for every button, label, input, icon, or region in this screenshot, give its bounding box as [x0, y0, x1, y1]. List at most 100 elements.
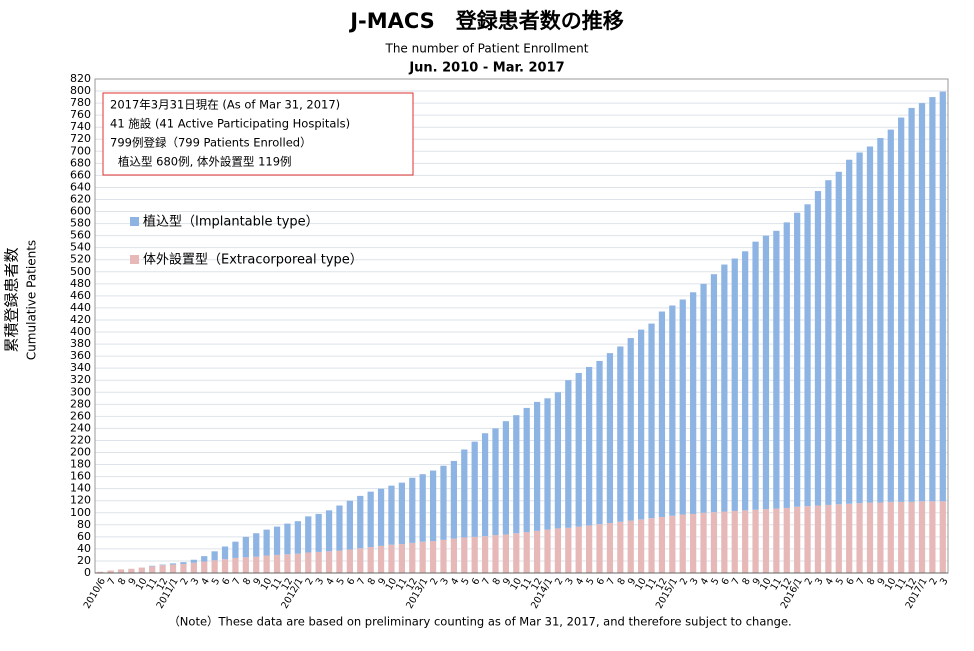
x-tick-label: 8 [616, 576, 629, 587]
bar-segment [419, 541, 426, 573]
x-tick-label: 4 [324, 576, 337, 587]
bar-segment [762, 235, 770, 510]
x-tick-label: 2010/6 [82, 576, 108, 610]
bar-segment [710, 274, 718, 513]
bar-segment [377, 545, 385, 573]
x-tick-label: 9 [626, 576, 639, 587]
bar-segment [492, 428, 499, 536]
bar-segment [523, 407, 530, 533]
x-tick-label: 12 [654, 576, 670, 592]
bar-segment [211, 560, 218, 573]
y-axis-label-en: Cumulative Patients [25, 240, 39, 360]
bar-segment [658, 516, 666, 573]
y-tick-label: 460 [70, 289, 91, 302]
bar-segment [263, 555, 270, 573]
x-tick-label: 7 [106, 576, 119, 587]
x-tick-label: 3 [938, 576, 951, 587]
bar-segment [367, 491, 374, 548]
x-tick-label: 6 [595, 576, 608, 587]
bar-segment [648, 518, 655, 573]
x-tick-label: 3 [314, 576, 327, 587]
bar-segment [284, 523, 291, 555]
x-tick-label: 11 [519, 576, 535, 592]
bar-segment [273, 554, 281, 573]
bar-segment [149, 566, 156, 573]
y-tick-label: 780 [70, 96, 91, 109]
x-tick-label: 11 [269, 576, 285, 592]
bar-segment [554, 392, 562, 529]
bar-segment [866, 146, 874, 503]
bar-segment [606, 353, 614, 523]
x-tick-label: 9 [127, 576, 140, 587]
bar-segment [825, 180, 832, 505]
bar-segment [325, 510, 333, 552]
bar-segment [450, 460, 458, 539]
x-tick-label: 6 [720, 576, 733, 587]
bar-segment [690, 513, 697, 573]
y-tick-label: 420 [70, 313, 91, 326]
x-tick-label: 12 [280, 576, 296, 592]
bar-segment [357, 548, 364, 573]
bar-segment [253, 556, 260, 573]
x-tick-label: 7 [355, 576, 368, 587]
x-tick-label: 5 [834, 576, 847, 587]
x-tick-label: 12 [404, 576, 420, 592]
bar-segment [898, 501, 905, 573]
y-tick-label: 400 [70, 325, 91, 338]
x-tick-label: 8 [865, 576, 878, 587]
bar-segment [336, 505, 343, 551]
bar-segment [169, 563, 177, 565]
x-tick-label: 3 [688, 576, 701, 587]
x-tick-label: 8 [491, 576, 504, 587]
y-tick-label: 0 [84, 566, 91, 579]
y-tick-label: 280 [70, 397, 91, 410]
x-tick-label: 2 [553, 576, 566, 587]
bar-segment [336, 550, 343, 573]
bar-segment [814, 191, 822, 506]
x-tick-label: 10 [384, 576, 400, 592]
y-tick-label: 660 [70, 168, 91, 181]
x-tick-label: 2 [303, 576, 316, 587]
x-tick-label: 8 [116, 576, 129, 587]
bar-segment [544, 529, 551, 573]
y-tick-label: 100 [70, 506, 91, 519]
y-tick-label: 640 [70, 180, 91, 193]
x-tick-label: 6 [345, 576, 358, 587]
y-axis-label: 累積登録患者数 [3, 247, 21, 352]
bar-segment [918, 501, 926, 573]
x-tick-label: 10 [758, 576, 774, 592]
x-tick-label: 9 [501, 576, 514, 587]
info-line: 799例登録（799 Patients Enrolled） [110, 136, 312, 150]
bar-segment [367, 547, 374, 573]
bar-segment [794, 506, 801, 573]
bar-segment [679, 514, 686, 573]
x-tick-label: 10 [508, 576, 524, 592]
bar-segment [617, 521, 624, 573]
x-tick-label: 2 [678, 576, 691, 587]
bar-segment [742, 510, 749, 573]
bar-segment [939, 501, 946, 573]
bar-segment [877, 138, 884, 503]
bar-segment [357, 495, 364, 549]
bar-segment [814, 505, 822, 573]
x-tick-label: 11 [394, 576, 410, 592]
y-tick-label: 720 [70, 132, 91, 145]
bar-segment [201, 561, 208, 573]
bar-segment [409, 477, 416, 543]
bar-segment [305, 516, 312, 553]
bar-segment [523, 532, 530, 573]
bar-segment [513, 533, 520, 573]
x-tick-label: 4 [699, 576, 712, 587]
x-tick-label: 4 [574, 576, 587, 587]
bar-segment [253, 533, 260, 557]
bar-segment [242, 557, 249, 573]
bar-segment [461, 537, 468, 573]
bar-segment [450, 538, 458, 573]
bar-segment [700, 512, 707, 573]
bar-segment [221, 559, 229, 573]
bar-segment [388, 544, 395, 573]
bar-segment [596, 524, 603, 573]
bar-segment [377, 488, 385, 546]
y-tick-label: 520 [70, 253, 91, 266]
bar-segment [232, 557, 239, 573]
